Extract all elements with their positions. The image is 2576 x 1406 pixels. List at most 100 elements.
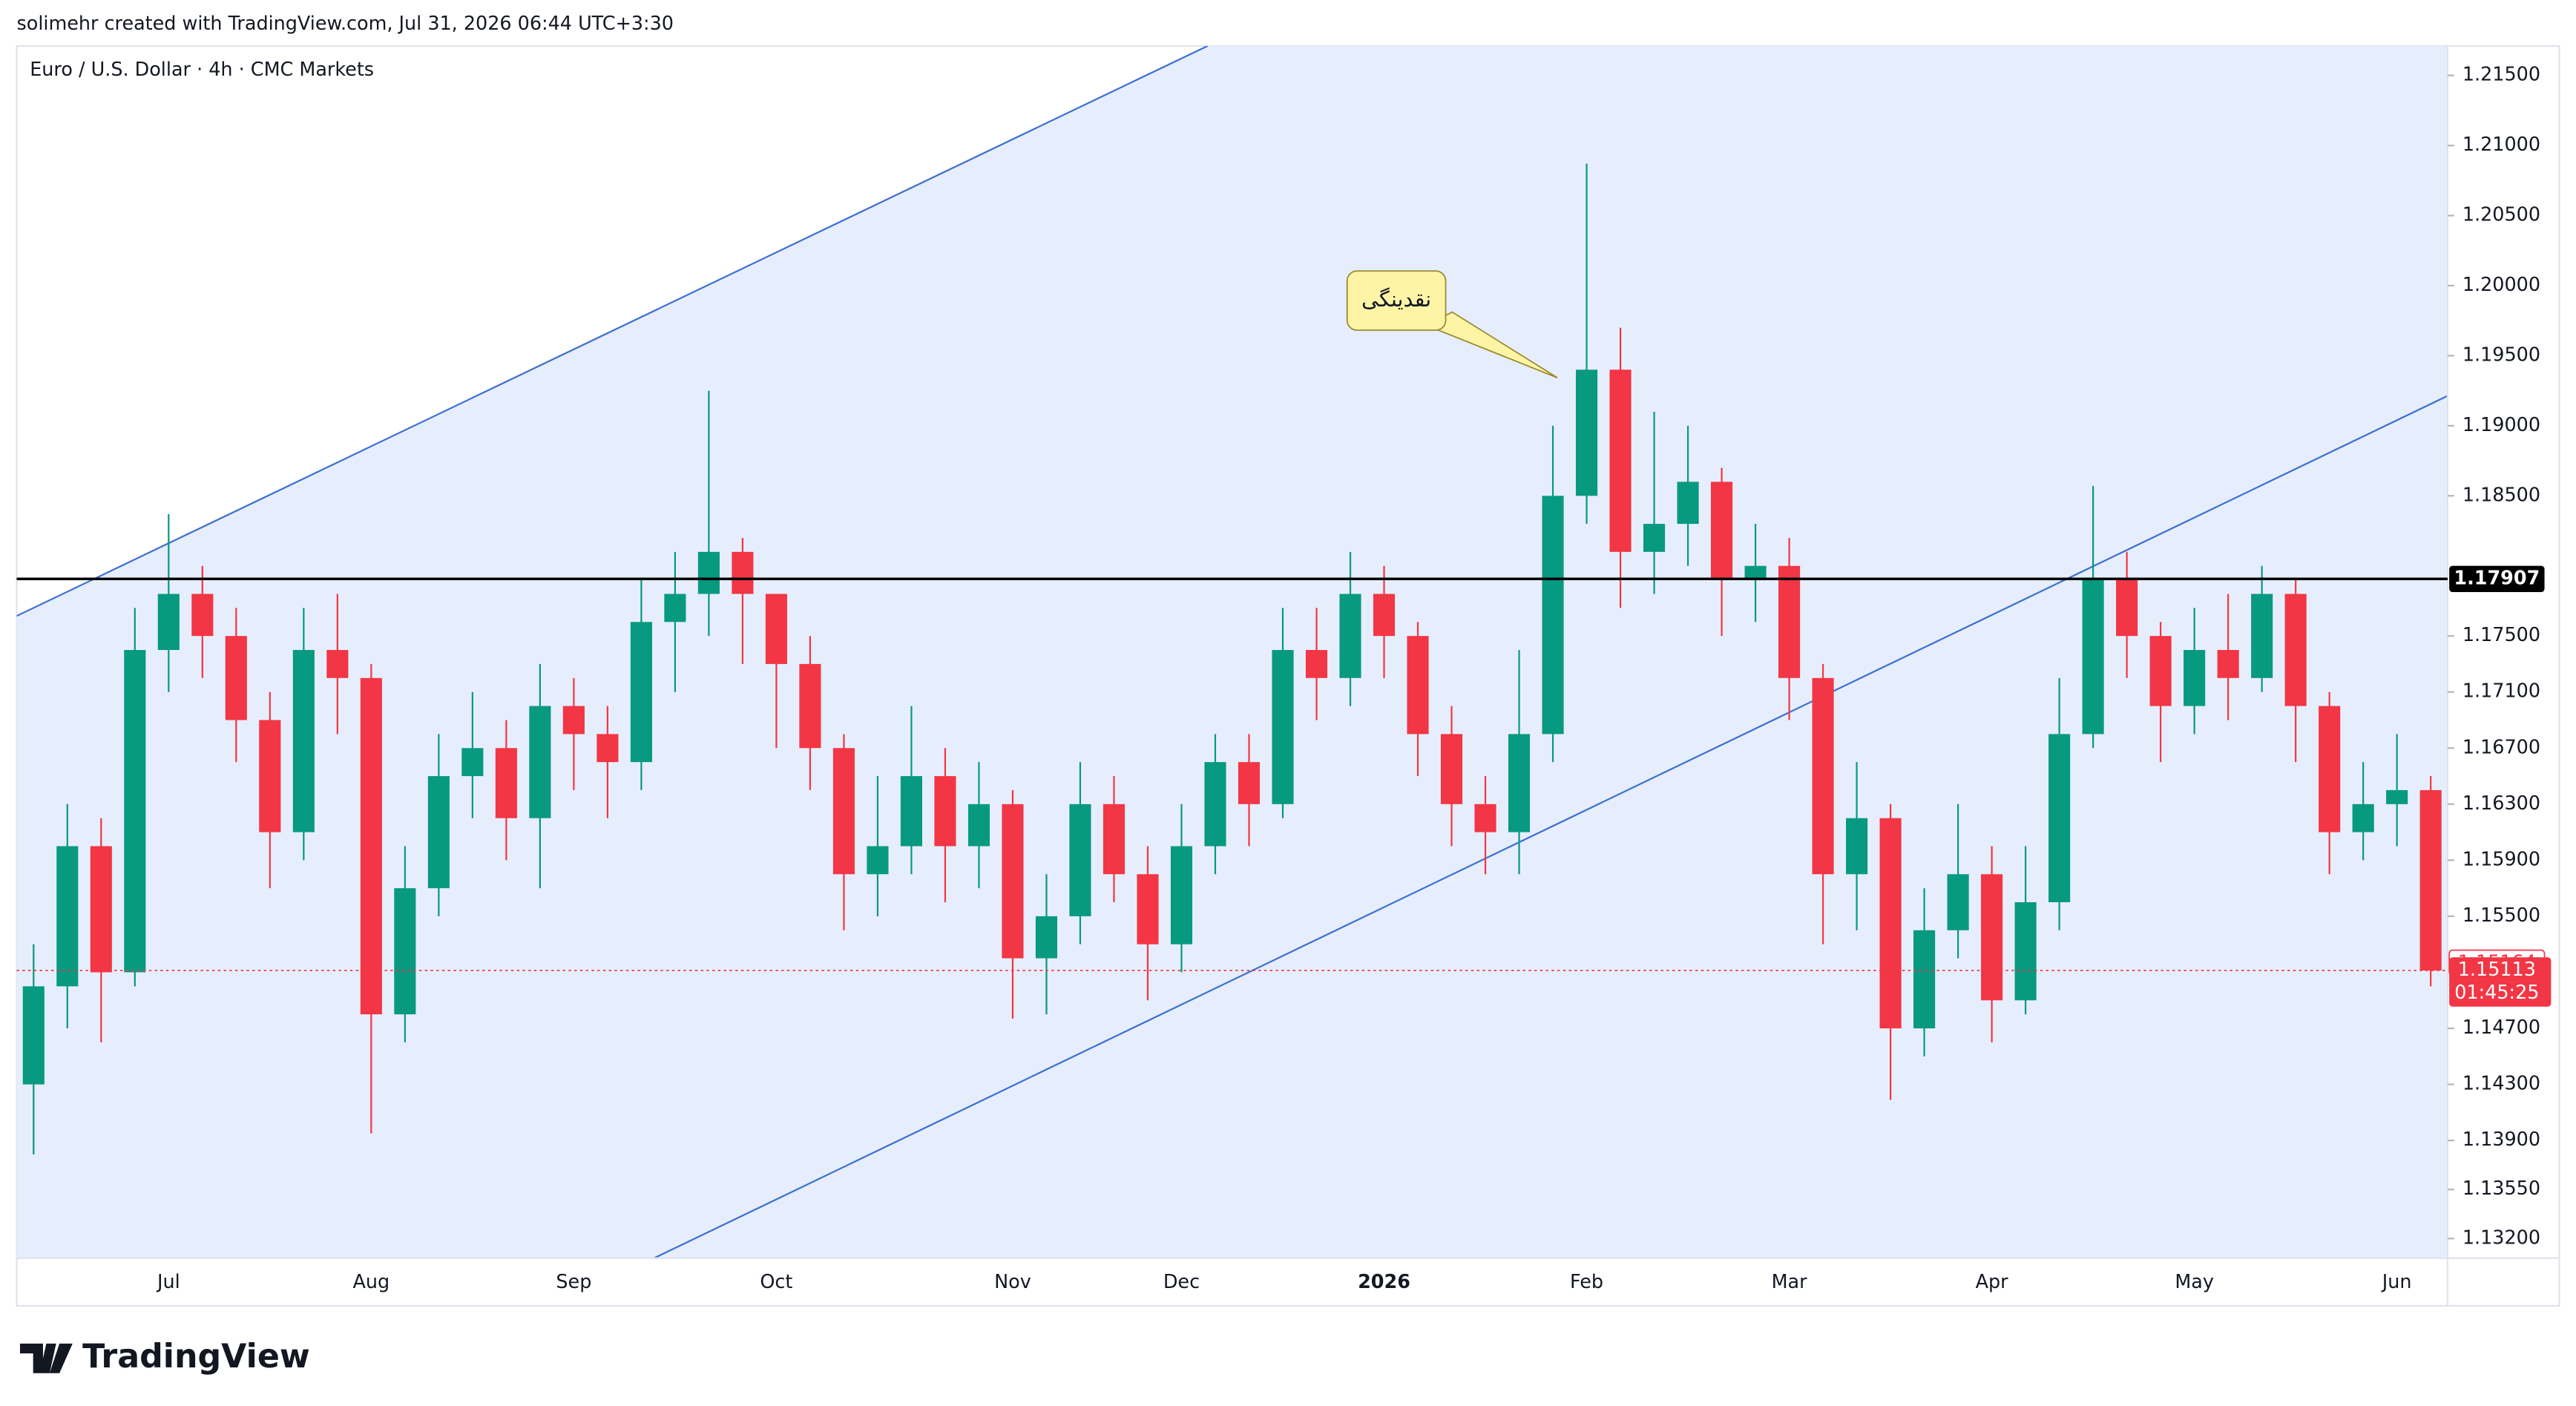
x-tick-label: Dec (1163, 1271, 1200, 1293)
brand: TradingView (82, 1338, 310, 1376)
y-tick-label: 1.16700 (2462, 736, 2540, 758)
candle-body (765, 594, 787, 664)
y-tick-label: 1.17500 (2462, 624, 2540, 646)
y-tick-label: 1.14700 (2462, 1016, 2540, 1039)
candle-body (191, 594, 214, 637)
last-price-label: 1.15113 (2458, 959, 2536, 981)
candle-body (1575, 369, 1598, 496)
callout-text: نقدینگی (1361, 286, 1431, 312)
candle-body (1407, 636, 1429, 735)
candle-body (1474, 804, 1496, 832)
x-tick-label: Mar (1772, 1271, 1808, 1293)
y-tick-label: 1.19500 (2462, 344, 2540, 366)
x-tick-label: Aug (353, 1271, 390, 1293)
candle-body (597, 734, 619, 763)
candle-body (529, 706, 551, 818)
candle-body (292, 650, 315, 832)
candle-body (2082, 579, 2104, 735)
candle-body (1204, 762, 1226, 847)
candle-body (1103, 804, 1126, 875)
candle-body (630, 622, 652, 763)
channel (16, 45, 2448, 1258)
candle-body (1711, 482, 1733, 580)
candle-body (1272, 650, 1294, 804)
candle-body (1373, 594, 1396, 637)
x-tick-label: Jul (156, 1271, 180, 1293)
y-tick-label: 1.21000 (2462, 134, 2540, 156)
candle-body (2014, 902, 2037, 1001)
candle-body (1238, 762, 1261, 804)
candle-body (1778, 565, 1801, 678)
candle-body (1744, 565, 1767, 580)
y-tick-label: 1.18500 (2462, 484, 2540, 506)
candle-body (1643, 524, 1666, 552)
logo-icon (19, 1343, 73, 1373)
candle-body (2184, 650, 2206, 706)
level-label: 1.17907 (2454, 567, 2540, 589)
candle-body (1981, 874, 2003, 1001)
x-tick-label: Feb (1570, 1271, 1603, 1293)
y-tick-label: 1.14300 (2462, 1073, 2540, 1095)
y-tick-label: 1.13550 (2462, 1177, 2540, 1200)
candle-body (664, 594, 686, 622)
x-tick-label: 2026 (1358, 1271, 1410, 1293)
candle-body (1339, 594, 1361, 678)
candle-body (934, 776, 956, 847)
y-tick-label: 1.17100 (2462, 680, 2540, 703)
candle-body (90, 846, 112, 973)
x-tick-label: Jun (2381, 1271, 2412, 1293)
candle-body (1170, 846, 1193, 945)
candle-body (394, 888, 416, 1015)
candle-body (1508, 734, 1531, 832)
y-tick-label: 1.20000 (2462, 274, 2540, 296)
candle-body (2352, 804, 2374, 832)
y-tick-label: 1.21500 (2462, 64, 2540, 86)
y-tick-label: 1.19000 (2462, 414, 2540, 436)
candle-body (259, 720, 281, 832)
callout-box (1346, 270, 1447, 331)
candle-body (1913, 930, 1936, 1029)
candle-body (225, 636, 247, 720)
candle-body (697, 551, 720, 594)
candle-body (2048, 734, 2071, 903)
candle-body (2149, 636, 2172, 706)
candle-body (157, 594, 180, 651)
marks: 1.21500 1.21000 1.20500 1.20000 1.19500 1.190… (16, 64, 2552, 1293)
y-tick-label: 1.16300 (2462, 792, 2540, 815)
candle-body (56, 846, 79, 987)
callout: نقدینگی (1346, 270, 1558, 378)
candle-body (2217, 650, 2239, 678)
candle-body (326, 650, 349, 678)
candle-body (2386, 789, 2408, 804)
header: solimehr created with TradingView.com, J… (17, 13, 674, 35)
candle-body (495, 748, 517, 818)
countdown: 01:45:25 (2454, 982, 2539, 1004)
candle-body (1846, 818, 1868, 875)
y-tick-label: 1.15500 (2462, 904, 2540, 927)
candle-body (967, 804, 990, 847)
candle-body (732, 551, 754, 594)
candle-body (1812, 677, 1834, 875)
candle-body (2251, 594, 2273, 678)
candle-body (2319, 706, 2341, 832)
y-tick-label: 1.13200 (2462, 1226, 2540, 1249)
candle-body (461, 748, 484, 777)
logo: TradingView (19, 1338, 310, 1376)
x-tick-label: Sep (556, 1271, 591, 1293)
channel-upper (16, 45, 1209, 617)
candle-body (124, 650, 146, 973)
y-tick-label: 1.13900 (2462, 1129, 2540, 1151)
level-label-box (2449, 565, 2545, 592)
candle-body (1440, 734, 1463, 804)
candle-body (22, 986, 45, 1085)
y-tick-label: 1.15900 (2462, 848, 2540, 870)
candle-body (1305, 650, 1328, 678)
candle-body (360, 677, 382, 1015)
candle-body (832, 748, 855, 875)
candle-body (867, 846, 889, 875)
candle-body (2419, 789, 2442, 970)
candle-body (1609, 369, 1632, 552)
candle-body (1002, 804, 1024, 959)
